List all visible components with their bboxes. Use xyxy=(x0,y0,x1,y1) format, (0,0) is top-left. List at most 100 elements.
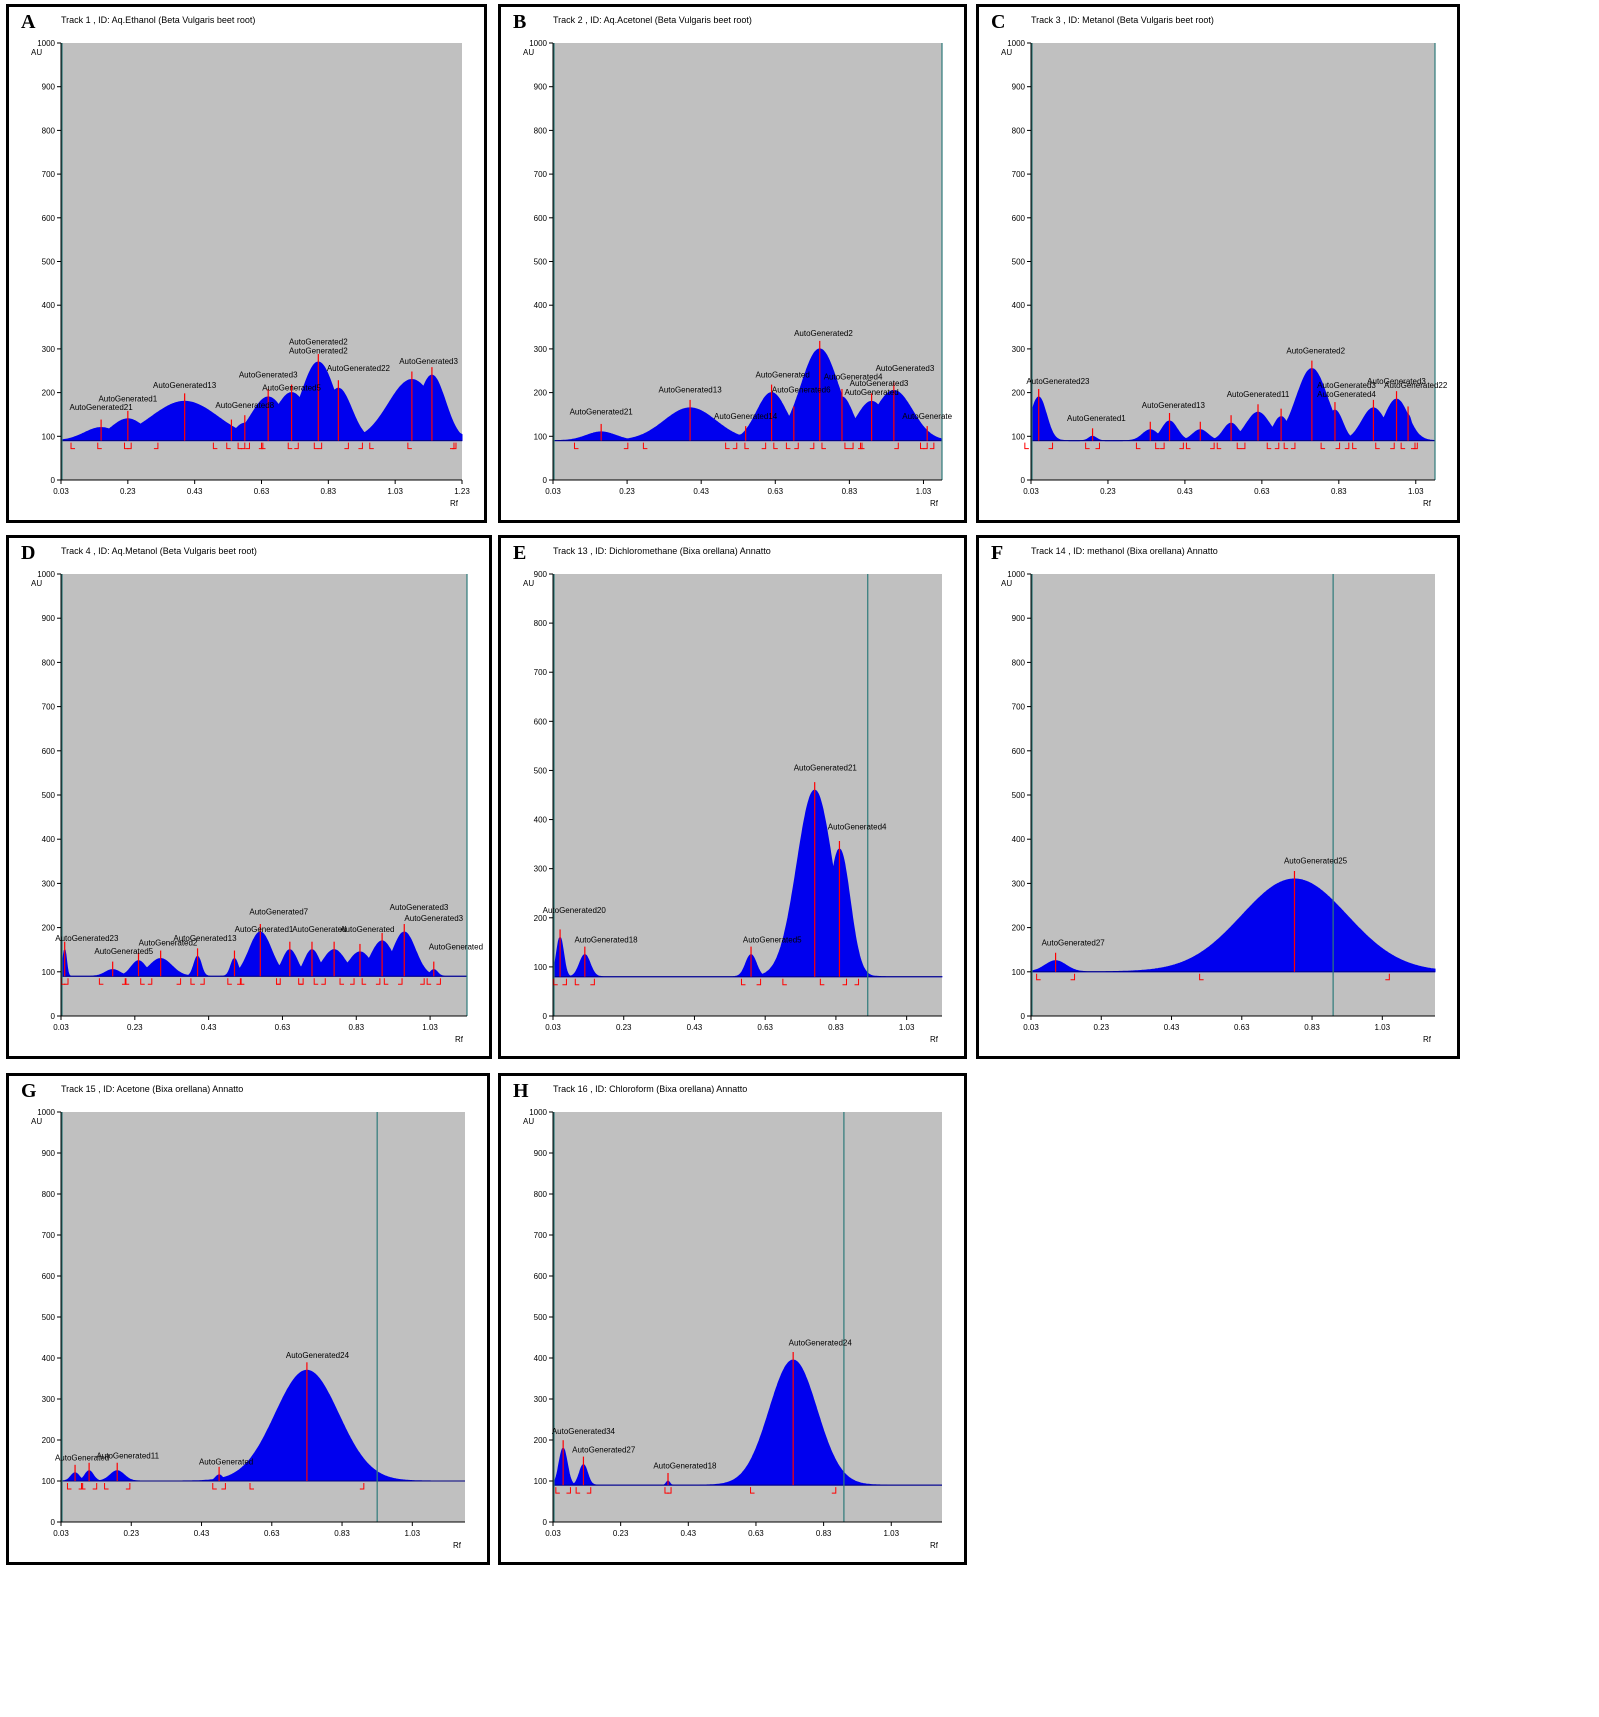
peak-label: AutoGenerated3 xyxy=(1367,377,1426,386)
peak-marker xyxy=(664,1473,672,1494)
peak-marker xyxy=(190,948,205,985)
peak-label: AutoGenerated21 xyxy=(570,407,634,416)
y-tick-label: 200 xyxy=(1012,389,1026,398)
y-axis-label: AU xyxy=(523,579,534,588)
peak-label: AutoGenerated5 xyxy=(743,935,802,944)
peak-label: AutoGenerated11 xyxy=(96,1451,159,1460)
y-tick-label: 100 xyxy=(534,963,548,972)
x-tick-label: 0.03 xyxy=(545,1529,561,1538)
y-tick-label: 700 xyxy=(42,1231,56,1240)
y-tick-label: 100 xyxy=(1012,432,1026,441)
y-tick-label: 300 xyxy=(1012,879,1026,888)
y-tick-label: 600 xyxy=(1012,747,1026,756)
x-tick-label: 0.43 xyxy=(1177,487,1193,496)
peak-marker xyxy=(124,952,153,985)
peak-label: AutoGenerated27 xyxy=(1042,938,1106,947)
y-tick-label: 0 xyxy=(1021,476,1026,485)
peak-marker xyxy=(1199,870,1390,981)
x-axis-label: Rf xyxy=(1423,1035,1432,1044)
density-area xyxy=(1030,368,1436,442)
x-tick-label: 0.63 xyxy=(1254,487,1270,496)
x-tick-label: 0.83 xyxy=(1331,487,1347,496)
x-tick-label: 0.63 xyxy=(767,487,783,496)
y-tick-label: 0 xyxy=(543,476,548,485)
y-tick-label: 300 xyxy=(534,345,548,354)
y-tick-label: 200 xyxy=(534,914,548,923)
y-axis-label: AU xyxy=(31,1117,42,1126)
peak-marker xyxy=(740,946,762,986)
peak-marker xyxy=(573,423,629,450)
y-tick-label: 0 xyxy=(51,476,56,485)
peak-marker xyxy=(1266,408,1296,450)
y-axis-label: AU xyxy=(523,1117,534,1126)
y-tick-label: 100 xyxy=(534,432,548,441)
plot-area xyxy=(1031,43,1435,480)
y-tick-label: 400 xyxy=(42,1354,56,1363)
peak-marker xyxy=(1185,421,1215,450)
y-tick-label: 0 xyxy=(543,1518,548,1527)
peak-label: AutoGenerated2 xyxy=(1286,346,1345,355)
peak-label: AutoGenerated xyxy=(292,925,346,934)
y-tick-label: 900 xyxy=(1012,83,1026,92)
y-tick-label: 400 xyxy=(534,301,548,310)
y-tick-label: 1000 xyxy=(1007,570,1025,579)
x-tick-label: 1.03 xyxy=(405,1529,421,1538)
peak-marker xyxy=(81,1462,98,1490)
y-tick-label: 400 xyxy=(1012,301,1026,310)
plot-area xyxy=(553,1112,942,1522)
x-axis-label: Rf xyxy=(1423,499,1432,508)
x-tick-label: 0.23 xyxy=(120,487,136,496)
peak-label: AutoGenerated25 xyxy=(1284,857,1348,866)
peak-marker xyxy=(237,388,299,450)
peak-marker xyxy=(339,943,381,985)
peak-marker xyxy=(750,1352,837,1494)
peak-marker xyxy=(1283,360,1341,450)
peak-label: AutoGenerated34 xyxy=(552,1427,616,1436)
panel-letter: C xyxy=(991,11,1006,33)
peak-label: AutoGenerated22 xyxy=(1384,381,1448,390)
chart-panel-c: C Track 3 , ID: Metanol (Beta Vulgaris be… xyxy=(976,4,1460,523)
y-tick-label: 200 xyxy=(1012,924,1026,933)
peak-label: AutoGenerated21 xyxy=(70,403,134,412)
x-tick-label: 0.23 xyxy=(127,1023,143,1032)
peak-label: AutoGenerated24 xyxy=(286,1351,350,1360)
y-tick-label: 400 xyxy=(42,835,56,844)
x-tick-label: 0.83 xyxy=(816,1529,832,1538)
peak-label: AutoGenerated3 xyxy=(390,903,449,912)
y-tick-label: 0 xyxy=(51,1012,56,1021)
peak-marker xyxy=(574,946,595,986)
y-tick-label: 200 xyxy=(534,389,548,398)
peak-marker xyxy=(298,941,326,985)
peak-marker xyxy=(1320,402,1350,450)
track-title: Track 1 , ID: Aq.Ethanol (Beta Vulgaris … xyxy=(61,15,256,25)
x-tick-label: 0.43 xyxy=(187,487,203,496)
y-tick-label: 800 xyxy=(1012,126,1026,135)
peak-label: AutoGenerated2 xyxy=(289,338,348,347)
y-tick-label: 500 xyxy=(42,258,56,267)
peak-marker xyxy=(426,961,441,985)
y-tick-label: 400 xyxy=(1012,835,1026,844)
y-tick-label: 300 xyxy=(534,865,548,874)
x-tick-label: 0.83 xyxy=(321,487,337,496)
x-tick-label: 0.63 xyxy=(275,1023,291,1032)
peak-marker xyxy=(819,841,860,986)
chart-panel-h: H Track 16 , ID: Chloroform (Bixa orellan… xyxy=(498,1073,967,1565)
x-tick-label: 0.23 xyxy=(1093,1023,1109,1032)
track-title: Track 14 , ID: methanol (Bixa orellana) … xyxy=(1031,546,1218,556)
chromatogram-svg: AutoGenerated21 AutoGenerated13 AutoGenera… xyxy=(523,39,953,508)
x-tick-label: 0.03 xyxy=(1023,1023,1039,1032)
y-tick-label: 1000 xyxy=(529,1108,547,1117)
chromatogram-svg: AutoGenerated23 AutoGenerated1 AutoGenerat… xyxy=(1001,39,1448,508)
y-tick-label: 700 xyxy=(42,703,56,712)
y-tick-label: 100 xyxy=(42,1477,56,1486)
chart-panel-f: F Track 14 , ID: methanol (Bixa orellana)… xyxy=(976,535,1460,1059)
density-area xyxy=(60,1369,465,1482)
y-tick-label: 500 xyxy=(534,766,548,775)
y-tick-label: 900 xyxy=(534,1149,548,1158)
x-tick-label: 1.03 xyxy=(883,1529,899,1538)
y-tick-label: 600 xyxy=(534,717,548,726)
x-tick-label: 0.23 xyxy=(619,487,635,496)
peak-label: AutoGenerated3 xyxy=(399,357,458,366)
peak-label: AutoGenerated24 xyxy=(789,1339,853,1348)
y-tick-label: 800 xyxy=(42,658,56,667)
